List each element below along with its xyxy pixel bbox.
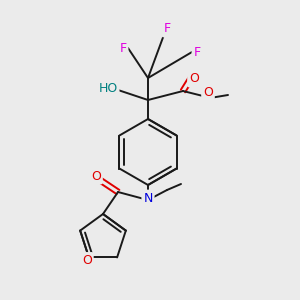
Text: F: F — [164, 22, 171, 35]
Text: O: O — [203, 85, 213, 98]
Text: N: N — [143, 191, 153, 205]
Text: O: O — [91, 169, 101, 182]
Text: O: O — [82, 254, 92, 267]
Text: F: F — [119, 41, 127, 55]
Text: O: O — [189, 73, 199, 85]
Text: HO: HO — [98, 82, 118, 94]
Text: F: F — [194, 46, 201, 59]
